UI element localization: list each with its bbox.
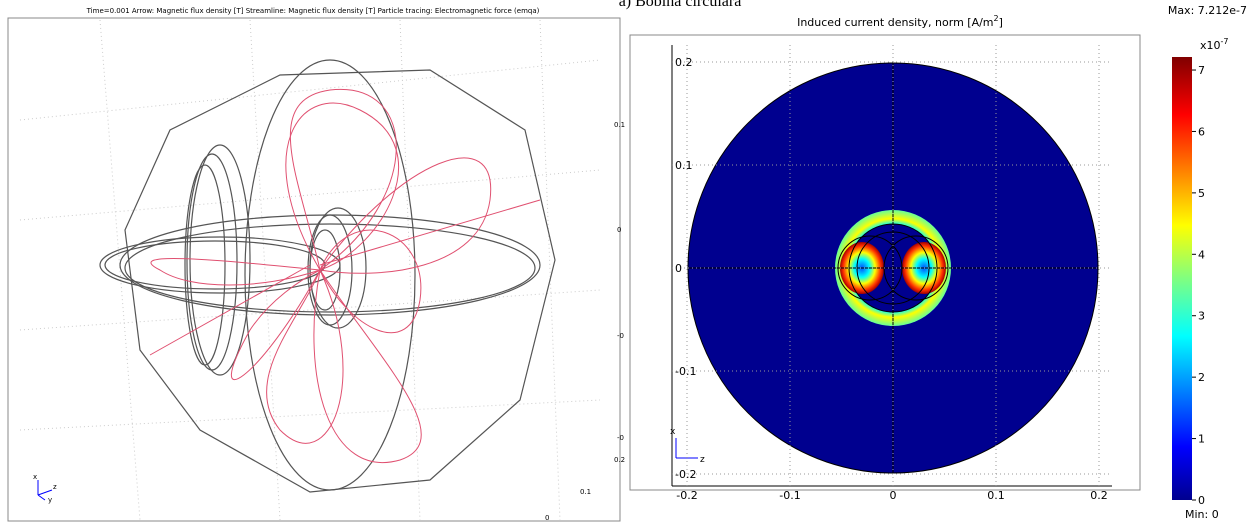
x-tick-label: -0.2	[676, 489, 697, 502]
colorbar-tick-label: 4	[1198, 248, 1205, 261]
colorbar-tick-label: 5	[1198, 187, 1205, 200]
triad-label: z	[700, 455, 705, 465]
figure-title: a) Bobina circulara	[619, 0, 742, 10]
colorbar-tick-label: 1	[1198, 433, 1205, 446]
page: a) Bobina circulara Time=0.001 Arrow: Ma…	[0, 0, 1247, 523]
triad-label: x	[33, 473, 37, 481]
colorbar-tick-label: 7	[1198, 64, 1205, 77]
y-tick-label: 0.1	[675, 159, 693, 172]
y-tick-label: -0.1	[675, 365, 696, 378]
min-label: Min: 0	[1185, 508, 1219, 521]
right-title: Induced current density, norm [A/m2]	[797, 14, 1003, 29]
y-tick-label: 0.2	[675, 56, 693, 69]
axis-label: 0.1	[580, 488, 591, 496]
colorbar	[1172, 57, 1192, 500]
max-label: Max: 7.212e-7	[1168, 4, 1247, 17]
triad-label: z	[53, 483, 57, 491]
colorbar-tick-label: 0	[1198, 494, 1205, 507]
colorbar-tick-label: 2	[1198, 371, 1205, 384]
left-header: Time=0.001 Arrow: Magnetic flux density …	[86, 7, 540, 15]
axis-label: 0	[617, 226, 621, 234]
triad-label: x	[670, 427, 676, 437]
x-tick-label: 0	[890, 489, 897, 502]
x-tick-label: 0.1	[987, 489, 1005, 502]
axis-label: 0	[545, 514, 549, 522]
triad-label: y	[48, 496, 52, 504]
y-tick-label: 0	[675, 262, 682, 275]
axis-label: -0	[617, 332, 624, 340]
y-tick-label: -0.2	[675, 468, 696, 481]
axis-label: -0	[617, 434, 624, 442]
axis-label: 0.2	[614, 456, 625, 464]
x-tick-label: 0.2	[1090, 489, 1108, 502]
axis-label: 0.1	[614, 121, 625, 129]
colorbar-tick-label: 3	[1198, 310, 1205, 323]
x-tick-label: -0.1	[779, 489, 800, 502]
colorbar-multiplier: x10-7	[1200, 37, 1229, 52]
colorbar-tick-label: 6	[1198, 125, 1205, 138]
